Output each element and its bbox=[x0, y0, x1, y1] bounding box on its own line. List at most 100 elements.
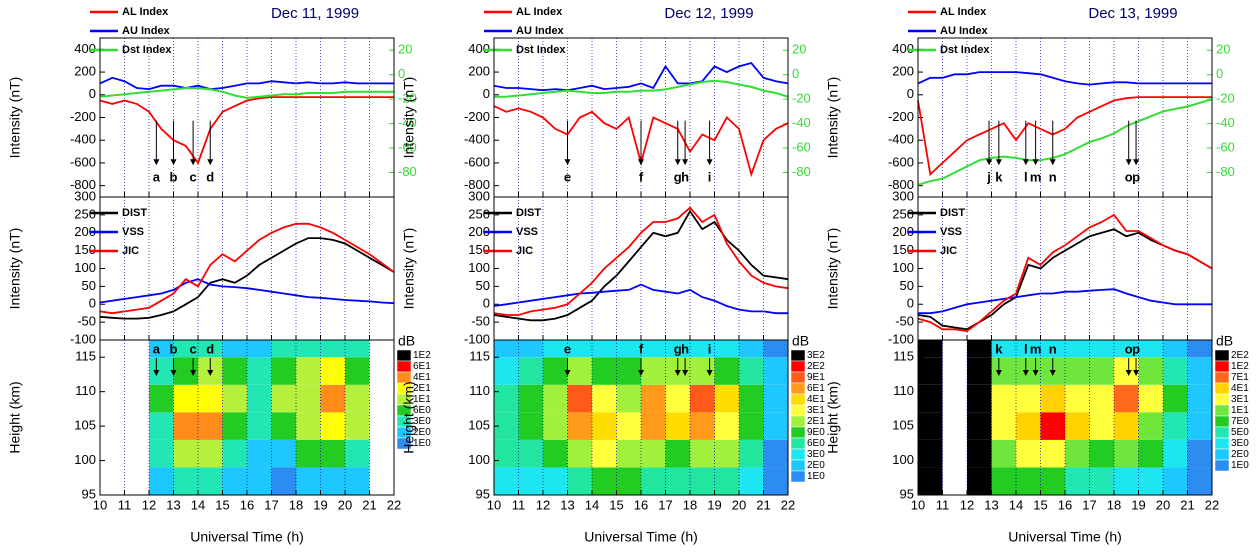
series-line bbox=[99, 237, 395, 320]
annotation-arrowhead bbox=[1022, 159, 1029, 166]
annotation-arrowhead bbox=[1032, 159, 1039, 166]
colorbar-label: 1E0 bbox=[1231, 460, 1249, 471]
x-tick-label: 22 bbox=[1205, 497, 1219, 512]
heatmap-cell bbox=[763, 412, 788, 440]
colorbar-swatch bbox=[1214, 437, 1230, 450]
series-line bbox=[917, 98, 1213, 186]
annotation-arrowhead bbox=[706, 370, 713, 376]
annotation-label: l bbox=[1024, 169, 1028, 184]
series-line bbox=[918, 288, 1212, 315]
series-line bbox=[917, 71, 1212, 86]
y-tick-label: 115 bbox=[469, 349, 490, 364]
heatmap-cell bbox=[320, 467, 345, 495]
y-tick-label: 105 bbox=[468, 418, 490, 433]
x-tick-label: 22 bbox=[781, 497, 795, 512]
annotation-arrowhead bbox=[986, 370, 993, 376]
y2-tick-label: -20 bbox=[1216, 91, 1235, 106]
heatmap-cell bbox=[247, 412, 272, 440]
y-axis-label: Height (km) bbox=[7, 381, 23, 453]
heatmap-cell bbox=[1065, 357, 1090, 385]
y-tick-label: 105 bbox=[892, 418, 914, 433]
heatmap-cell bbox=[1187, 357, 1212, 385]
heatmap-cell bbox=[641, 357, 666, 385]
annotation-arrowhead bbox=[995, 370, 1002, 376]
heatmap-cell bbox=[616, 467, 641, 495]
annotation-arrowhead bbox=[638, 159, 644, 166]
heatmap-cell bbox=[345, 357, 370, 385]
colorbar-swatch bbox=[396, 360, 412, 373]
y-tick-label: 0 bbox=[89, 296, 96, 311]
x-tick-label: 11 bbox=[118, 497, 132, 512]
annotation-label: b bbox=[170, 341, 178, 356]
heatmap-cell bbox=[198, 439, 223, 468]
heatmap-cell bbox=[918, 340, 943, 358]
colorbar-swatch bbox=[790, 393, 806, 406]
y-tick-label: 150 bbox=[74, 242, 96, 257]
heatmap-cell bbox=[592, 357, 617, 385]
heatmap-cell bbox=[543, 439, 568, 468]
colorbar-swatch bbox=[1214, 415, 1230, 428]
y-tick-label: 0 bbox=[483, 86, 490, 101]
heatmap-cell bbox=[1016, 439, 1041, 468]
heatmap-cell bbox=[1114, 384, 1139, 413]
x-tick-label: 10 bbox=[911, 497, 925, 512]
heatmap-cell bbox=[1187, 439, 1212, 468]
heatmap-cell bbox=[665, 439, 690, 468]
series-line bbox=[917, 96, 1212, 177]
heatmap-cell bbox=[149, 357, 174, 385]
heatmap-cell bbox=[567, 412, 592, 440]
y-tick-label: -50 bbox=[77, 314, 96, 329]
y-tick-label: 400 bbox=[74, 41, 96, 56]
heatmap-cell bbox=[320, 340, 345, 358]
x-tick-label: 18 bbox=[289, 497, 303, 512]
heatmap-cell bbox=[690, 340, 715, 358]
heatmap-cell bbox=[665, 412, 690, 440]
annotation-label: e bbox=[564, 341, 571, 356]
heatmap-cell bbox=[518, 340, 543, 358]
chart-title: Dec 12, 1999 bbox=[664, 5, 753, 22]
heatmap-cell bbox=[494, 357, 519, 385]
y2-tick-label: -80 bbox=[792, 164, 811, 179]
chart-title: Dec 13, 1999 bbox=[1088, 5, 1177, 22]
x-tick-label: 12 bbox=[536, 497, 550, 512]
heatmap-cell bbox=[247, 467, 272, 495]
y-tick-label: 200 bbox=[892, 224, 914, 239]
plot-area bbox=[918, 197, 1212, 340]
heatmap-cell bbox=[991, 467, 1016, 495]
heatmap-cell bbox=[714, 340, 739, 358]
heatmap-cell bbox=[247, 384, 272, 413]
heatmap-cell bbox=[222, 467, 247, 495]
heatmap-cell bbox=[1065, 340, 1090, 358]
y2-tick-label: -60 bbox=[792, 140, 811, 155]
colorbar-label: 1E2 bbox=[413, 350, 431, 361]
annotation-label: o bbox=[1125, 169, 1133, 184]
annotation-arrowhead bbox=[682, 159, 689, 166]
chart-title: Dec 11, 1999 bbox=[271, 5, 359, 22]
heatmap-cell bbox=[1163, 412, 1188, 440]
legend-label: AU Index bbox=[122, 25, 171, 37]
heatmap-cell bbox=[991, 384, 1016, 413]
annotation-arrowhead bbox=[170, 159, 177, 166]
plot-area bbox=[494, 197, 788, 340]
heatmap-cell bbox=[1114, 340, 1139, 358]
y-tick-label: -600 bbox=[888, 154, 914, 169]
x-tick-label: 11 bbox=[936, 497, 950, 512]
heatmap-cell bbox=[149, 412, 174, 440]
annotation-label: o bbox=[1125, 341, 1133, 356]
y-tick-label: -100 bbox=[888, 331, 914, 346]
heatmap-cell bbox=[991, 357, 1016, 385]
legend-label: DIST bbox=[516, 207, 541, 219]
y-tick-label: 115 bbox=[893, 349, 914, 364]
heatmap-cell bbox=[271, 340, 296, 358]
series-line bbox=[99, 76, 394, 91]
heatmap-cell bbox=[296, 384, 321, 413]
heatmap-cell bbox=[1089, 340, 1114, 358]
colorbar-swatch bbox=[1214, 404, 1230, 417]
y2-tick-label: 0 bbox=[792, 66, 799, 81]
heatmap-cell bbox=[222, 439, 247, 468]
annotation-label: l bbox=[1024, 341, 1028, 356]
y-tick-label: 200 bbox=[468, 64, 490, 79]
colorbar-label: 3E0 bbox=[807, 449, 825, 460]
heatmap-cell bbox=[763, 439, 788, 468]
colorbar-label: 6E0 bbox=[807, 438, 825, 449]
